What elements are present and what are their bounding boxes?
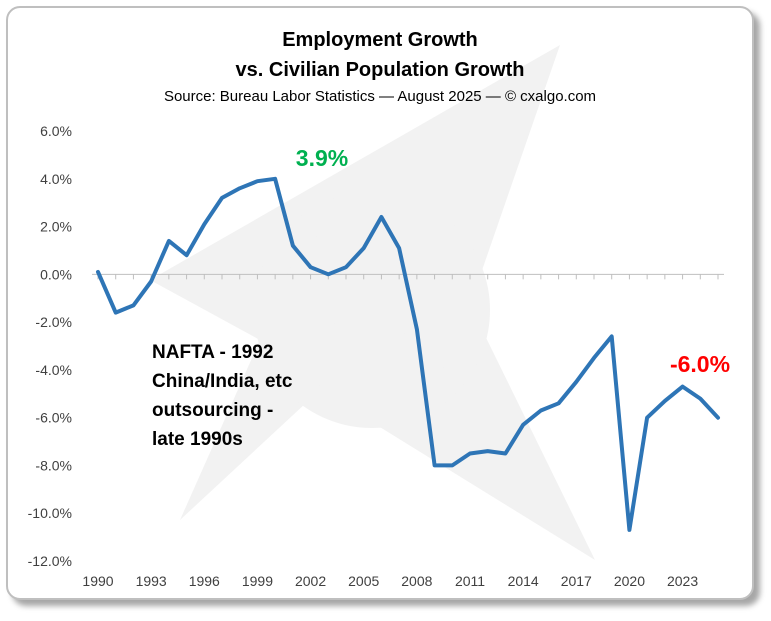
y-tick-label: 4.0% bbox=[40, 171, 72, 187]
chart-subtitle: Source: Bureau Labor Statistics — August… bbox=[164, 88, 596, 105]
annotation-line: outsourcing - bbox=[152, 400, 273, 421]
x-tick-label: 2005 bbox=[348, 573, 379, 589]
annotation-line: late 1990s bbox=[152, 429, 243, 450]
y-tick-label: 2.0% bbox=[40, 219, 72, 235]
x-tick-label: 1993 bbox=[136, 573, 167, 589]
x-tick-label: 2017 bbox=[561, 573, 592, 589]
y-tick-label: 6.0% bbox=[40, 123, 72, 139]
y-tick-label: -2.0% bbox=[35, 314, 72, 330]
x-tick-label: 2011 bbox=[455, 573, 485, 589]
watermark-logo bbox=[150, 45, 595, 560]
y-tick-label: -12.0% bbox=[28, 553, 72, 569]
x-tick-label: 2020 bbox=[614, 573, 645, 589]
y-axis: 6.0% 4.0% 2.0% 0.0% -2.0% -4.0% -6.0% -8.0% -10.… bbox=[28, 123, 72, 569]
x-tick-label: 1990 bbox=[82, 573, 113, 589]
peak-value-label: 3.9% bbox=[296, 145, 348, 171]
x-tick-label: 2008 bbox=[401, 573, 432, 589]
x-axis: 1990 1993 1996 1999 2002 2005 2008 2011 2014 2017… bbox=[82, 573, 698, 589]
y-tick-label: -6.0% bbox=[35, 410, 72, 426]
annotation-line: China/India, etc bbox=[152, 371, 293, 392]
chart-title-line2: vs. Civilian Population Growth bbox=[236, 59, 525, 81]
x-tick-label: 2002 bbox=[295, 573, 326, 589]
x-tick-label: 2014 bbox=[508, 573, 539, 589]
chart-svg: Employment Growth vs. Civilian Populatio… bbox=[0, 0, 771, 621]
end-value-label: -6.0% bbox=[670, 351, 730, 377]
y-tick-label: -8.0% bbox=[35, 457, 72, 473]
y-tick-label: 0.0% bbox=[40, 266, 72, 282]
annotation-line: NAFTA - 1992 bbox=[152, 342, 273, 363]
chart-title-line1: Employment Growth bbox=[282, 29, 478, 51]
x-tick-label: 1999 bbox=[242, 573, 273, 589]
x-tick-label: 2023 bbox=[667, 573, 698, 589]
y-tick-label: -4.0% bbox=[35, 362, 72, 378]
x-tick-label: 1996 bbox=[189, 573, 220, 589]
y-tick-label: -10.0% bbox=[28, 505, 72, 521]
